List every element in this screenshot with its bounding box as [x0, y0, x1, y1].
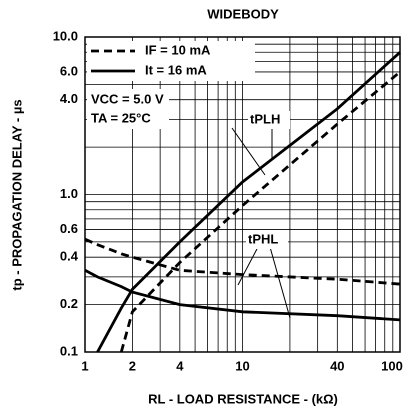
y-tick-label: 6.0 — [60, 63, 78, 78]
annotation: VCC = 5.0 V — [91, 91, 164, 106]
data-line — [84, 269, 401, 322]
y-tick-label: 0.2 — [60, 296, 78, 311]
data-line — [84, 237, 401, 286]
data-line — [96, 51, 401, 353]
x-tick-label: 1 — [81, 358, 88, 373]
y-tick-label: 4.0 — [60, 91, 78, 106]
x-axis-label: RL - LOAD RESISTANCE - (kΩ) — [148, 391, 338, 406]
y-axis-label: tp - PROPAGATION DELAY - µs — [9, 99, 24, 290]
x-tick-label: 40 — [330, 358, 344, 373]
annotation-bg — [87, 89, 169, 129]
legend-box — [87, 41, 255, 81]
annotation-bg — [248, 111, 290, 129]
y-tick-label: 10.0 — [53, 28, 78, 43]
y-tick-label: 0.4 — [60, 249, 79, 264]
y-tick-label: 1.0 — [60, 186, 78, 201]
annotation-bg — [246, 231, 288, 249]
annotation: tPHL — [248, 231, 278, 246]
x-tick-label: 2 — [129, 358, 136, 373]
plot-frame — [84, 36, 401, 353]
legend-label: It = 16 mA — [145, 62, 207, 77]
y-tick-label: 0.1 — [60, 343, 78, 358]
x-tick-label: 4 — [176, 358, 184, 373]
leader-line — [269, 246, 291, 319]
y-tick-label: 0.6 — [60, 221, 78, 236]
chart-title: WIDEBODY — [207, 6, 279, 21]
x-tick-label: 100 — [381, 358, 403, 373]
annotation: tPLH — [250, 111, 280, 126]
legend-label: IF = 10 mA — [145, 42, 211, 57]
leader-line — [237, 246, 259, 286]
annotation: TA = 25°C — [91, 110, 151, 125]
x-tick-label: 10 — [235, 358, 249, 373]
